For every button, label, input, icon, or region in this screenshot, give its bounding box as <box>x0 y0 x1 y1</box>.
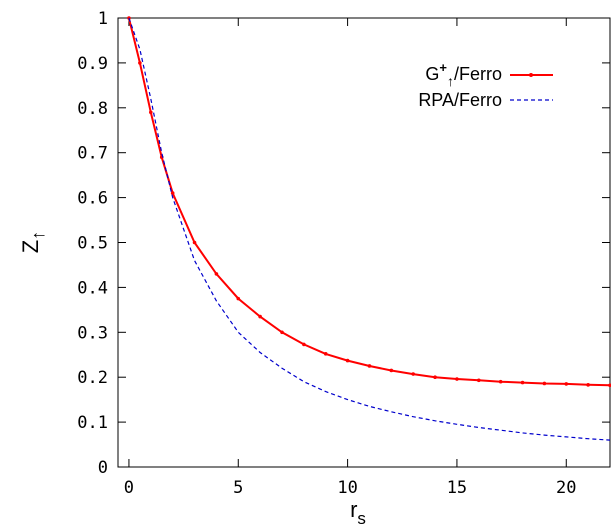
x-tick-label: 5 <box>233 478 243 498</box>
x-tick-label: 0 <box>124 478 134 498</box>
y-tick-label: 0.5 <box>77 234 108 254</box>
data-point <box>170 191 175 195</box>
y-tick-label: 0.4 <box>77 278 108 298</box>
y-tick-label: 1 <box>98 9 108 29</box>
x-tick-label: 10 <box>337 478 357 498</box>
data-point <box>236 296 241 301</box>
data-point <box>389 368 394 373</box>
y-axis-title: Z↑ <box>18 231 48 253</box>
y-tick-label: 0.6 <box>77 189 108 209</box>
y-tick-label: 0.9 <box>77 54 108 74</box>
data-point <box>302 342 306 347</box>
data-point <box>455 377 459 381</box>
data-point <box>520 380 525 385</box>
data-point <box>258 314 262 319</box>
data-point <box>138 61 142 65</box>
x-tick-label: 20 <box>556 478 576 498</box>
data-point <box>280 330 284 335</box>
series-line-2 <box>128 17 611 441</box>
data-point <box>542 381 547 386</box>
data-point <box>498 379 503 384</box>
data-point <box>477 378 481 383</box>
y-tick-label: 0.7 <box>77 144 108 164</box>
series-line-1 <box>127 17 611 387</box>
y-tick-label: 0 <box>98 458 108 478</box>
legend-label-2: RPA/Ferro <box>418 90 502 110</box>
x-axis-title: rs <box>350 497 366 527</box>
data-point <box>323 352 328 356</box>
y-tick-label: 0.1 <box>77 413 108 433</box>
plot-area <box>127 16 611 441</box>
data-point <box>192 240 197 245</box>
y-tick-label: 0.3 <box>77 323 108 343</box>
data-point <box>214 272 219 276</box>
data-point <box>564 382 569 386</box>
data-point <box>149 110 153 115</box>
data-point <box>433 375 437 380</box>
data-point <box>608 383 611 388</box>
data-point <box>367 364 372 368</box>
data-point <box>586 383 590 387</box>
y-tick-label: 0.2 <box>77 368 108 388</box>
legend-label-1: G+↑/Ferro <box>425 60 502 89</box>
legend-marker-1 <box>529 73 533 77</box>
y-tick-label: 0.8 <box>77 99 108 119</box>
data-point <box>411 372 416 376</box>
x-tick-label: 15 <box>447 478 467 498</box>
plot-frame <box>117 17 611 468</box>
x-axis: 0 5 10 15 20 <box>124 18 577 498</box>
y-axis: 0 0.1 0.2 0.3 0.4 0.5 0.6 0.7 0.8 0.9 1 <box>77 9 610 478</box>
data-point <box>345 358 350 363</box>
